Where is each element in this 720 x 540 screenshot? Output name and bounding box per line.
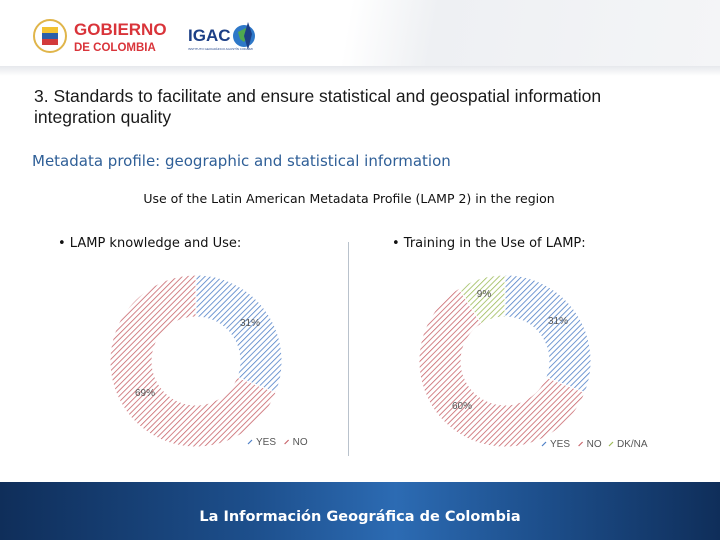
legend-2-label-yes: YES xyxy=(550,439,570,450)
donut-1-label-yes: 31% xyxy=(240,318,260,329)
donut-1-slice-yes xyxy=(196,275,282,393)
legend-1-label-yes: YES xyxy=(256,437,276,448)
legend-1-swatch-no xyxy=(285,440,289,444)
donut-2-label-yes: 31% xyxy=(548,316,568,327)
donut-2-label-no: 60% xyxy=(452,401,472,412)
legend-1-label-no: NO xyxy=(293,437,308,448)
legend-2-label-dk-na: DK/NA xyxy=(617,439,648,450)
donut-1-label-no: 69% xyxy=(135,388,155,399)
donut-2-slice-yes xyxy=(505,275,591,393)
legend-2-swatch-no xyxy=(579,442,583,446)
legend-1-swatch-yes xyxy=(248,440,252,444)
footer-text: La Información Geográfica de Colombia xyxy=(0,509,720,525)
legend-2-label-no: NO xyxy=(587,439,602,450)
footer-banner: La Información Geográfica de Colombia xyxy=(0,482,720,540)
legend-2-swatch-yes xyxy=(542,442,546,446)
legend-2-swatch-dk-na xyxy=(609,442,613,446)
donut-2-label-dk-na: 9% xyxy=(477,289,492,300)
